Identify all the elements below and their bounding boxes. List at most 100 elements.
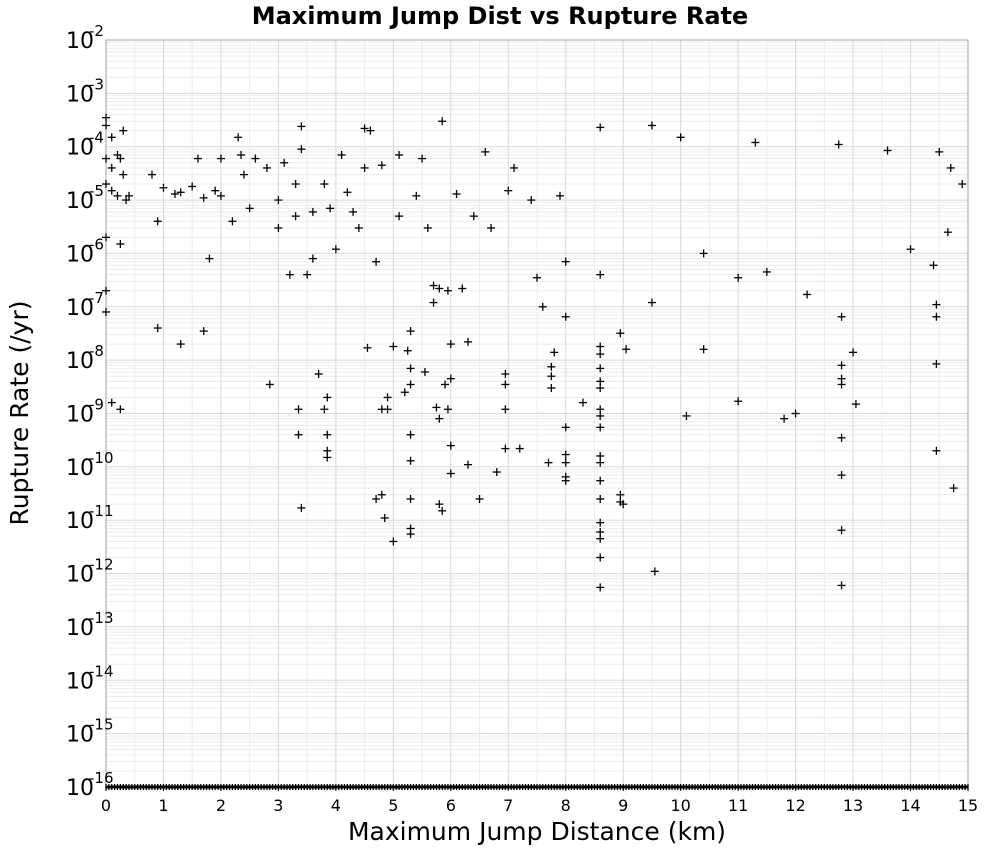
- data-point: [188, 182, 197, 191]
- data-point: [239, 170, 248, 179]
- data-point: [406, 327, 415, 336]
- data-point: [159, 183, 168, 192]
- data-point: [527, 196, 536, 205]
- data-point: [561, 257, 570, 266]
- data-point: [395, 212, 404, 221]
- y-tick-label: 10: [66, 776, 94, 801]
- data-point: [837, 361, 846, 370]
- data-point: [949, 484, 958, 493]
- data-point: [676, 133, 685, 142]
- data-point: [538, 302, 547, 311]
- data-point: [274, 196, 283, 205]
- data-point: [561, 476, 570, 485]
- data-points: [102, 113, 967, 592]
- data-point: [547, 372, 556, 381]
- data-point: [199, 193, 208, 202]
- data-point: [406, 530, 415, 539]
- data-point: [647, 121, 656, 130]
- data-point: [837, 433, 846, 442]
- data-point: [464, 460, 473, 469]
- data-point: [124, 191, 133, 200]
- x-tick-label: 2: [216, 796, 226, 815]
- data-point: [116, 405, 125, 414]
- x-tick-label: 10: [670, 796, 690, 815]
- data-point: [443, 286, 452, 295]
- data-point: [596, 583, 605, 592]
- data-point: [429, 298, 438, 307]
- data-point: [780, 414, 789, 423]
- data-point: [406, 494, 415, 503]
- x-tick-label: 3: [273, 796, 283, 815]
- data-point: [251, 154, 260, 163]
- data-point: [596, 476, 605, 485]
- data-point: [234, 133, 243, 142]
- data-point: [323, 430, 332, 439]
- data-point: [501, 405, 510, 414]
- data-point: [550, 348, 559, 357]
- x-axis-label: Maximum Jump Distance (km): [348, 817, 726, 846]
- data-point: [501, 444, 510, 453]
- data-point: [395, 150, 404, 159]
- data-point: [837, 526, 846, 535]
- data-point: [320, 180, 329, 189]
- data-point: [314, 369, 323, 378]
- data-point: [619, 500, 628, 509]
- data-point: [337, 150, 346, 159]
- data-point: [153, 217, 162, 226]
- x-tick-label: 4: [331, 796, 341, 815]
- data-point: [360, 124, 369, 133]
- y-tick-exponent: -4: [89, 129, 104, 147]
- data-point: [596, 518, 605, 527]
- data-point: [481, 147, 490, 156]
- data-point: [435, 414, 444, 423]
- data-point: [932, 312, 941, 321]
- data-point: [116, 154, 125, 163]
- y-tick-exponent: -15: [89, 716, 114, 734]
- data-point: [751, 138, 760, 147]
- data-point: [107, 133, 116, 142]
- y-tick-label: 10: [66, 29, 94, 54]
- data-point: [116, 240, 125, 249]
- data-point: [596, 534, 605, 543]
- data-point: [331, 245, 340, 254]
- data-point: [291, 212, 300, 221]
- data-point: [734, 273, 743, 282]
- data-point: [303, 270, 312, 279]
- data-point: [349, 207, 358, 216]
- data-point: [323, 393, 332, 402]
- data-point: [245, 204, 254, 213]
- data-point: [504, 186, 513, 195]
- data-point: [102, 286, 110, 295]
- data-point: [389, 342, 398, 351]
- y-tick-exponent: -10: [89, 449, 114, 467]
- data-point: [211, 186, 220, 195]
- data-point: [170, 189, 179, 198]
- y-tick-label: 10: [66, 296, 94, 321]
- data-point: [435, 284, 444, 293]
- data-point: [932, 446, 941, 455]
- data-point: [423, 223, 432, 232]
- data-point: [441, 380, 450, 389]
- y-tick-exponent: -8: [89, 342, 104, 360]
- data-point: [429, 281, 438, 290]
- data-point: [682, 411, 691, 420]
- data-point: [297, 122, 306, 131]
- data-point: [932, 300, 941, 309]
- x-tick-label: 7: [503, 796, 513, 815]
- data-point: [561, 450, 570, 459]
- data-point: [464, 337, 473, 346]
- y-tick-exponent: -16: [89, 769, 114, 787]
- data-point: [377, 490, 386, 499]
- data-point: [237, 150, 246, 159]
- data-point: [102, 233, 110, 242]
- data-point: [547, 384, 556, 393]
- x-tick-label: 0: [101, 796, 111, 815]
- data-point: [406, 456, 415, 465]
- data-point: [377, 161, 386, 170]
- x-tick-label: 12: [785, 796, 805, 815]
- data-point: [147, 170, 156, 179]
- data-point: [280, 158, 289, 167]
- y-axis-ticks: 10-210-310-410-510-610-710-810-910-1010-…: [66, 22, 114, 801]
- data-point: [323, 453, 332, 462]
- data-point: [122, 196, 131, 205]
